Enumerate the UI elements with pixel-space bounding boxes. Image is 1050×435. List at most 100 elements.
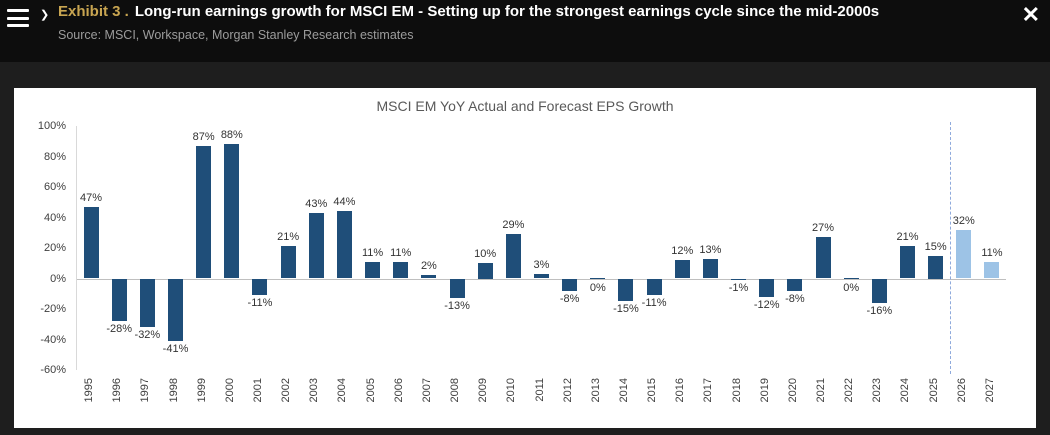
x-tick-label: 2021	[815, 378, 827, 403]
bar-value-label: -15%	[613, 303, 639, 316]
bar-value-label: 15%	[924, 240, 947, 253]
y-tick-label: -20%	[40, 303, 66, 315]
x-tick-label: 2024	[899, 378, 912, 403]
bar-value-label: 21%	[277, 231, 300, 244]
bar	[759, 278, 775, 297]
bar	[674, 260, 690, 279]
bar-value-label: 3%	[533, 258, 550, 271]
bar-value-label: -41%	[162, 343, 189, 356]
x-tick-label: 1996	[111, 378, 124, 403]
bar	[815, 237, 831, 279]
bar	[336, 211, 352, 279]
bar	[590, 277, 606, 279]
bar	[139, 278, 155, 328]
bar-value-label: -32%	[134, 329, 161, 342]
bar	[702, 258, 718, 279]
y-tick-label: -60%	[40, 364, 66, 376]
y-tick-label: 40%	[43, 211, 66, 224]
exhibit-label: Exhibit 3 .	[58, 3, 129, 20]
bar-value-label: -12%	[753, 298, 780, 311]
x-tick-label: 2022	[843, 378, 856, 403]
bar-value-label: 88%	[220, 129, 243, 142]
bar	[984, 261, 1000, 279]
y-tick-label: 20%	[43, 242, 66, 254]
bar-value-label: 13%	[699, 243, 722, 256]
x-tick-label: 2014	[617, 378, 630, 403]
bar	[224, 144, 240, 279]
bar-value-label: -8%	[559, 292, 580, 305]
x-tick-label: 2015	[646, 378, 659, 403]
bar	[252, 278, 268, 296]
bar-value-label: -13%	[444, 300, 470, 313]
x-tick-label: 2005	[364, 378, 377, 403]
x-tick-label: 2004	[336, 378, 349, 403]
bar	[505, 234, 521, 279]
bar-value-label: 11%	[981, 246, 1003, 259]
chart-title: MSCI EM YoY Actual and Forecast EPS Grow…	[376, 98, 674, 114]
x-tick-label: 1999	[195, 378, 208, 403]
bar-value-label: -8%	[785, 292, 805, 305]
bar	[646, 278, 662, 296]
bar-value-label: 43%	[305, 197, 328, 210]
chart-panel: MSCI EM YoY Actual and Forecast EPS Grow…	[14, 88, 1036, 428]
bar	[843, 277, 859, 279]
x-tick-label: 1997	[139, 378, 152, 403]
bar-value-label: -1%	[728, 282, 749, 295]
bar-value-label: 12%	[671, 245, 694, 258]
bar	[393, 261, 409, 279]
bar	[534, 273, 549, 279]
close-icon[interactable]: ✕	[1021, 2, 1040, 27]
x-tick-label: 2009	[477, 378, 490, 403]
bar-value-label: 21%	[896, 231, 919, 244]
x-tick-label: 2026	[955, 378, 968, 403]
x-tick-label: 2025	[927, 378, 940, 403]
x-tick-label: 2010	[505, 378, 518, 403]
x-tick-label: 1998	[167, 378, 180, 403]
x-axis-labels: 1995 1996 1997 1998 1999 2000 2001 2002 2003 2004…	[76, 376, 1006, 426]
x-tick-label: 2020	[786, 378, 799, 403]
bar	[618, 278, 634, 302]
bar-value-label: 11%	[390, 246, 412, 259]
bar	[562, 278, 578, 291]
bar-value-label: 29%	[502, 219, 525, 232]
bar	[899, 246, 915, 279]
x-tick-label: 2017	[702, 378, 715, 403]
x-tick-label: 2006	[392, 378, 405, 403]
x-tick-label: 2008	[449, 378, 462, 403]
x-tick-label: 2019	[758, 378, 771, 403]
y-tick-label: 100%	[37, 120, 66, 132]
x-tick-label: 2001	[251, 378, 264, 403]
bar	[168, 278, 184, 342]
page-title: Long-run earnings growth for MSCI EM - S…	[134, 3, 880, 20]
y-tick-label: 0%	[50, 272, 66, 285]
bar	[477, 263, 493, 279]
bar	[280, 246, 296, 279]
plot-area: 47% -28% -32% -41% 87% 88% -11% 21% 43% 44% 11% 11%…	[76, 122, 1006, 374]
bar	[83, 206, 99, 279]
menu-icon[interactable]	[7, 6, 33, 30]
header-title-line: Exhibit 3 . Long-run earnings growth for …	[58, 3, 879, 20]
bar-value-label: 11%	[361, 246, 384, 259]
x-tick-label: 1995	[83, 378, 96, 403]
bar	[196, 145, 212, 279]
bar	[449, 278, 465, 299]
bar-value-label: 32%	[952, 214, 975, 227]
bar	[111, 278, 127, 322]
source-text: Source: MSCI, Workspace, Morgan Stanley …	[58, 28, 414, 42]
bar	[365, 261, 381, 279]
bar	[956, 229, 972, 279]
x-tick-label: 2003	[308, 378, 321, 403]
bar-value-label: 0%	[843, 281, 860, 294]
bar-value-label: -28%	[106, 323, 133, 336]
y-tick-label: -40%	[40, 333, 66, 346]
y-tick-label: 60%	[43, 181, 66, 193]
bar-value-label: 10%	[474, 248, 497, 261]
chevron-right-icon[interactable]: ❯	[40, 9, 50, 21]
x-tick-label: 2027	[983, 378, 996, 403]
bar-value-label: -16%	[866, 304, 893, 317]
bar-value-label: -11%	[247, 297, 273, 310]
x-tick-label: 2018	[730, 378, 743, 403]
bar-value-label: 87%	[192, 130, 215, 143]
x-tick-label: 2013	[589, 378, 602, 403]
bar-value-label: 0%	[589, 281, 606, 294]
